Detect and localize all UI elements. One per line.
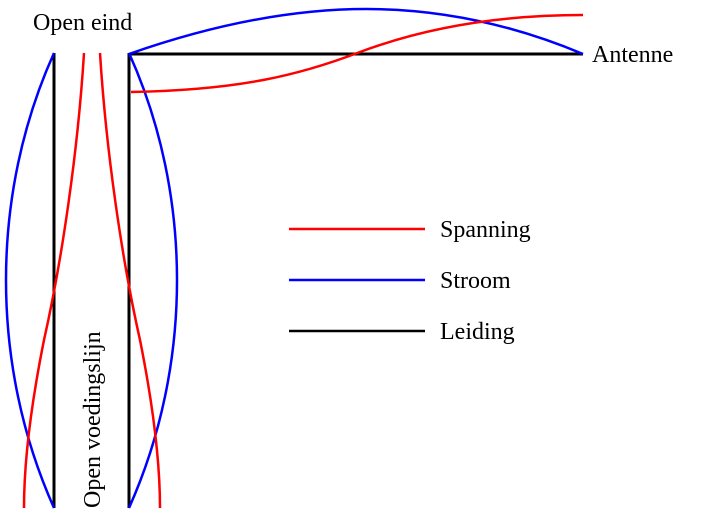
open-end-label: Open eind [33,10,132,36]
voltage-curve-left [22,52,86,509]
current-curve-right [127,52,179,509]
current-curve-left [4,52,56,509]
feed-line-label: Open voedingslijn [80,331,106,508]
voltage-curve-right [98,52,162,509]
legend-current-label: Stroom [440,268,511,294]
legend-voltage-label: Spanning [440,217,531,243]
current-curve-antenna [128,7,584,56]
legend-line-label: Leiding [440,319,515,345]
voltage-curve-antenna [130,13,584,94]
antenna-label: Antenne [592,42,673,68]
legend: Spanning Stroom Leiding [289,217,531,345]
